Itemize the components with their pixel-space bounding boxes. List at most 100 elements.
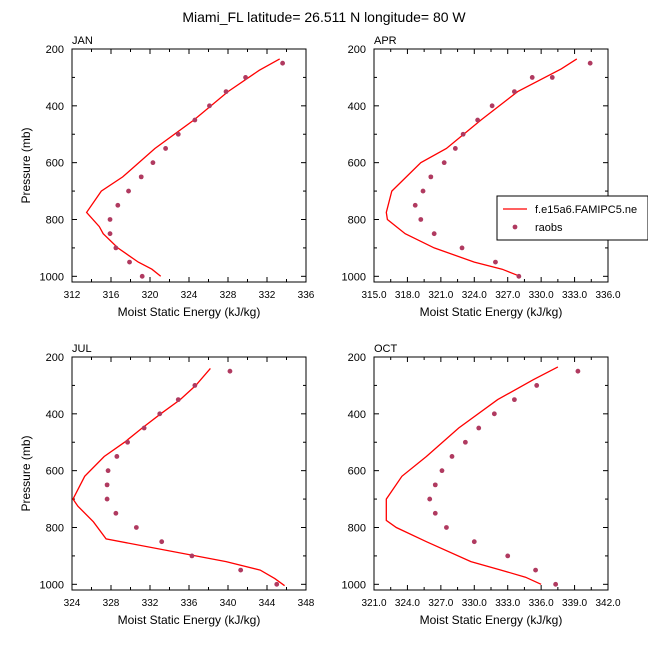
x-tick-label: 320 xyxy=(142,290,159,301)
x-tick-label: 321.0 xyxy=(428,290,453,301)
obs-point xyxy=(553,581,559,587)
legend-box xyxy=(496,195,648,241)
model-line xyxy=(85,58,281,277)
y-tick-label: 400 xyxy=(348,409,366,421)
x-tick-label: 330.0 xyxy=(529,290,554,301)
obs-point xyxy=(280,60,285,66)
x-tick-label: 321.0 xyxy=(361,598,386,609)
obs-point xyxy=(105,468,111,474)
y-tick-label: 1000 xyxy=(342,271,366,283)
y-tick-label: 200 xyxy=(348,352,366,364)
x-tick-label: 342.0 xyxy=(595,598,620,609)
obs-point xyxy=(189,553,195,559)
x-tick-label: 324 xyxy=(181,290,198,301)
x-tick-label: 318.0 xyxy=(395,290,420,301)
y-axis-label: Pressure (mb) xyxy=(19,127,33,203)
obs-point xyxy=(127,259,132,265)
panel-title: JAN xyxy=(72,35,93,47)
x-tick-label: 336 xyxy=(298,290,315,301)
obs-point xyxy=(125,439,130,445)
obs-point xyxy=(459,245,465,251)
obs-point xyxy=(238,567,244,573)
obs-point xyxy=(113,510,119,516)
obs-point xyxy=(475,117,481,123)
x-tick-label: 324 xyxy=(64,598,81,609)
obs-point xyxy=(505,553,511,559)
obs-point xyxy=(549,75,555,80)
x-tick-label: 333.0 xyxy=(495,598,520,609)
plot-frame xyxy=(373,48,609,283)
obs-point xyxy=(163,146,169,151)
chart-panel-apr: 315.0 318.0 321.0 324.0 327.0 330.0 333.0 336.0… xyxy=(342,35,648,319)
obs-point xyxy=(139,273,145,279)
obs-point xyxy=(420,188,426,194)
y-tick-label: 200 xyxy=(46,352,64,364)
obs-point xyxy=(223,89,229,95)
legend: f.e15a6.FAMIPC5.ne raobs xyxy=(496,195,648,241)
obs-point xyxy=(534,383,540,388)
obs-point xyxy=(491,411,497,417)
model-line xyxy=(385,58,578,277)
x-tick-label: 332 xyxy=(142,598,159,609)
panels: 312 316 320 324 328 332 336 200 400 600 800 1000 JAN… xyxy=(19,35,648,627)
x-tick-label: 332 xyxy=(259,290,276,301)
legend-marker-swatch xyxy=(512,224,518,230)
obs-point xyxy=(157,411,163,417)
y-tick-label: 600 xyxy=(348,466,366,478)
obs-point xyxy=(432,482,438,488)
x-tick-label: 324.0 xyxy=(395,598,420,609)
figure-title: Miami_FL latitude= 26.511 N longitude= 8… xyxy=(182,9,466,25)
x-tick-label: 315.0 xyxy=(361,290,386,301)
obs-point xyxy=(431,231,437,237)
obs-point xyxy=(512,397,517,403)
obs-point xyxy=(444,525,449,530)
y-tick-label: 600 xyxy=(348,158,366,170)
obs-point xyxy=(533,567,538,573)
obs-point xyxy=(113,245,119,251)
obs-point xyxy=(439,468,445,474)
obs-point xyxy=(126,188,131,194)
x-axis-label: Moist Static Energy (kJ/kg) xyxy=(420,305,563,319)
y-tick-label: 400 xyxy=(348,101,366,113)
obs-point xyxy=(427,496,433,502)
obs-point xyxy=(107,217,113,222)
obs-point xyxy=(114,454,120,459)
obs-point xyxy=(138,174,144,180)
plot-frame xyxy=(71,48,307,283)
x-tick-label: 336 xyxy=(181,598,198,609)
obs-point xyxy=(274,581,280,587)
x-tick-label: 339.0 xyxy=(562,598,587,609)
y-tick-label: 800 xyxy=(46,214,64,226)
x-tick-label: 344 xyxy=(259,598,276,609)
obs-point xyxy=(159,539,165,545)
panel-title: JUL xyxy=(72,343,92,355)
obs-point xyxy=(452,146,458,151)
x-tick-label: 327.0 xyxy=(428,598,453,609)
y-tick-label: 800 xyxy=(46,522,64,534)
model-line xyxy=(72,367,285,587)
obs-point xyxy=(412,202,418,208)
obs-point xyxy=(104,482,110,488)
obs-point xyxy=(192,383,198,388)
x-tick-label: 312 xyxy=(64,290,81,301)
y-tick-label: 600 xyxy=(46,466,64,478)
x-tick-label: 316 xyxy=(103,290,120,301)
x-tick-label: 330.0 xyxy=(462,598,487,609)
obs-point xyxy=(192,117,198,123)
obs-point xyxy=(243,75,248,80)
obs-point xyxy=(432,510,438,516)
x-tick-label: 348 xyxy=(298,598,315,609)
y-tick-label: 600 xyxy=(46,158,64,170)
obs-point xyxy=(449,454,455,459)
y-tick-label: 400 xyxy=(46,409,64,421)
model-line xyxy=(385,366,559,585)
y-tick-label: 200 xyxy=(348,44,366,56)
obs-point xyxy=(460,131,466,137)
legend-entry-obs: raobs xyxy=(535,222,563,234)
x-axis-label: Moist Static Energy (kJ/kg) xyxy=(420,613,563,627)
x-axis-label: Moist Static Energy (kJ/kg) xyxy=(118,613,261,627)
obs-point xyxy=(441,160,447,166)
chart-panel-oct: 321.0 324.0 327.0 330.0 333.0 336.0 339.0 342.0… xyxy=(342,343,621,627)
legend-entry-model: f.e15a6.FAMIPC5.ne xyxy=(535,204,637,216)
